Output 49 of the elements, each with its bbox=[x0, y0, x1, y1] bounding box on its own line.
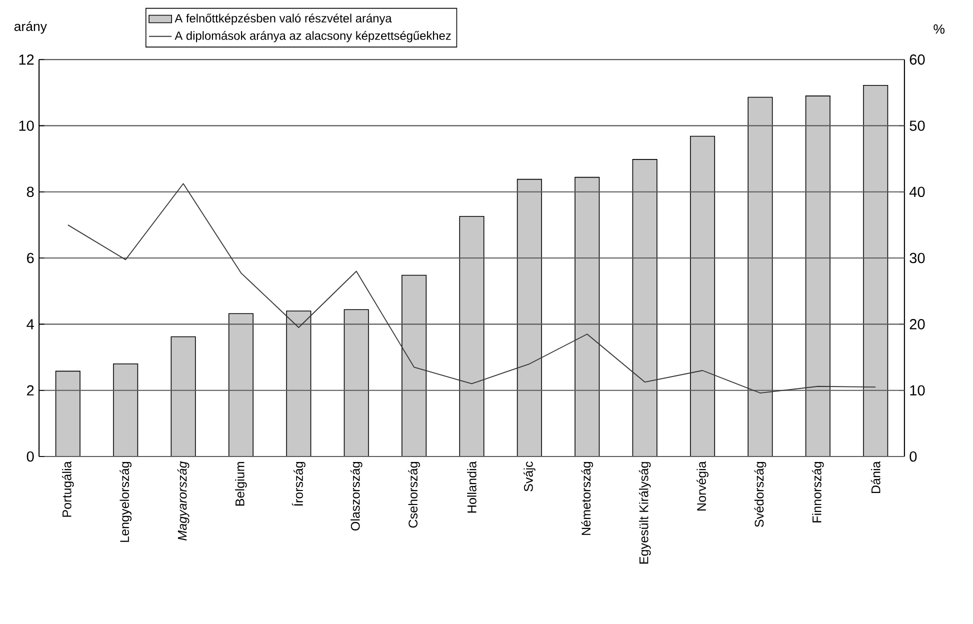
y2-tick-label: 10 bbox=[910, 385, 925, 396]
y-axis-title: arány bbox=[14, 21, 47, 34]
x-tick-label: Finnország bbox=[812, 462, 824, 522]
x-tick-label: Egyesült Királyság bbox=[638, 462, 651, 564]
bar bbox=[863, 84, 888, 456]
y-tick-label: 4 bbox=[26, 319, 34, 330]
y-tick-label: 0 bbox=[26, 451, 34, 462]
bar bbox=[170, 336, 196, 456]
x-tick-label: Hollandia bbox=[467, 461, 476, 512]
x-tick-label: Magyarország bbox=[177, 461, 190, 540]
y-tick-label: 8 bbox=[26, 186, 34, 197]
x-tick-label: Svédország bbox=[754, 462, 766, 527]
bar bbox=[516, 178, 542, 456]
legend-label: A diplomások aránya az alacsony képzettségűekhez bbox=[174, 30, 451, 42]
x-tick-label: Olaszország bbox=[350, 462, 362, 530]
bar bbox=[459, 216, 484, 456]
bar bbox=[113, 363, 138, 456]
bar bbox=[574, 176, 600, 456]
y2-tick-label: 60 bbox=[910, 54, 925, 65]
bar bbox=[402, 274, 427, 456]
y-tick-label: 10 bbox=[19, 120, 34, 131]
bar bbox=[228, 313, 254, 456]
x-tick-label: Portugália bbox=[62, 461, 74, 517]
bar bbox=[632, 158, 658, 456]
x-tick-label: Németország bbox=[581, 462, 594, 535]
bar bbox=[690, 136, 716, 456]
x-tick-label: Csehország bbox=[408, 462, 420, 528]
y-tick-label: 6 bbox=[27, 252, 34, 264]
y2-tick-label: 0 bbox=[910, 451, 917, 462]
y2-tick-label: 20 bbox=[910, 318, 925, 330]
bar bbox=[344, 309, 369, 456]
y2-tick-label: 30 bbox=[910, 252, 925, 264]
legend-label: A felnőttképzésben való részvétel aránya bbox=[174, 14, 392, 25]
y-tick-label: 2 bbox=[27, 385, 34, 396]
y2-axis-title: % bbox=[934, 24, 944, 34]
x-tick-label: Svájc bbox=[524, 461, 536, 492]
y-tick-label: 12 bbox=[19, 54, 34, 65]
x-tick-label: Norvégia bbox=[696, 461, 708, 510]
x-tick-label: Dánia bbox=[870, 461, 880, 493]
bar bbox=[286, 310, 312, 456]
x-tick-label: Írország bbox=[292, 462, 306, 506]
y2-tick-label: 50 bbox=[910, 120, 925, 131]
bar bbox=[55, 370, 80, 456]
y2-tick-label: 40 bbox=[909, 186, 925, 197]
x-tick-label: Belgium bbox=[235, 462, 247, 506]
line-series bbox=[67, 183, 876, 394]
bar bbox=[748, 96, 773, 456]
bar bbox=[805, 95, 830, 456]
x-tick-label: Lengyelország bbox=[120, 462, 132, 542]
